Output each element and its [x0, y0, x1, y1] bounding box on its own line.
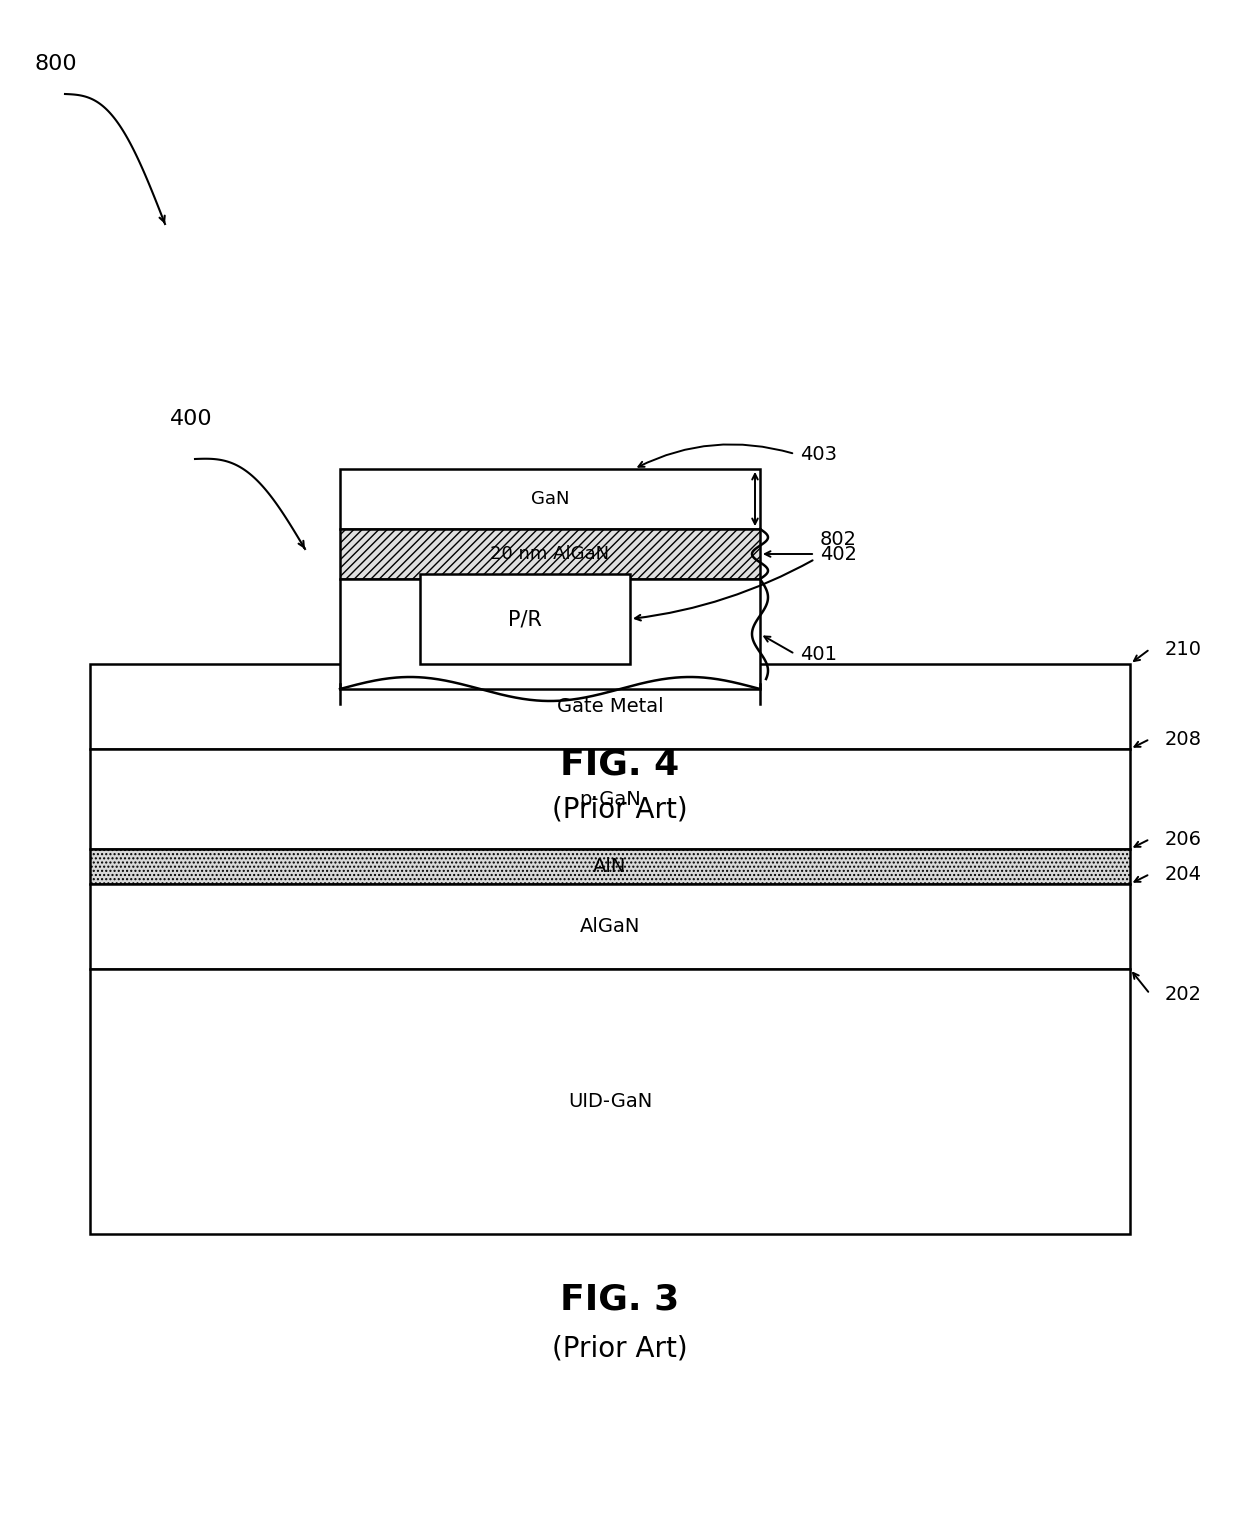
Text: 202: 202	[1166, 984, 1202, 1004]
Bar	[91, 884, 1130, 969]
Text: p-GaN: p-GaN	[579, 789, 641, 808]
Bar	[91, 969, 1130, 1234]
Text: GaN base: GaN base	[506, 625, 594, 643]
Text: 400: 400	[170, 409, 212, 428]
Text: 402: 402	[820, 545, 857, 563]
Bar	[91, 665, 1130, 749]
Text: 210: 210	[1166, 639, 1202, 659]
Text: UID-GaN: UID-GaN	[568, 1092, 652, 1111]
Text: FIG. 4: FIG. 4	[560, 746, 680, 781]
Text: FIG. 3: FIG. 3	[560, 1282, 680, 1316]
Text: Gate Metal: Gate Metal	[557, 696, 663, 716]
Text: 20 nm AlGaN: 20 nm AlGaN	[491, 545, 610, 563]
Text: AlN: AlN	[593, 857, 626, 877]
Text: P/R: P/R	[508, 609, 542, 628]
Text: 206: 206	[1166, 830, 1202, 848]
Text: 208: 208	[1166, 730, 1202, 748]
Bar	[91, 749, 1130, 849]
Text: GaN: GaN	[531, 491, 569, 509]
Text: (Prior Art): (Prior Art)	[552, 1335, 688, 1363]
Bar	[340, 578, 760, 689]
Text: 403: 403	[800, 445, 837, 463]
Bar	[420, 574, 630, 665]
Text: 401: 401	[800, 645, 837, 663]
Text: 802: 802	[820, 530, 857, 550]
Text: 204: 204	[1166, 864, 1202, 884]
Text: (Prior Art): (Prior Art)	[552, 795, 688, 824]
Text: 800: 800	[35, 55, 78, 74]
Text: AlGaN: AlGaN	[580, 917, 640, 936]
Bar	[340, 528, 760, 578]
Bar	[91, 849, 1130, 884]
Bar	[340, 469, 760, 528]
